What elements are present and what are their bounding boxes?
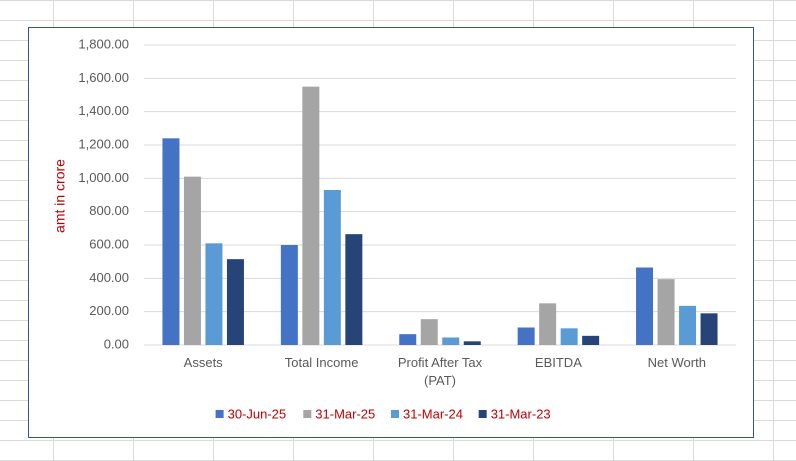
y-tick-label: 400.00 — [89, 270, 129, 285]
bar — [302, 86, 320, 345]
x-tick-label: Total Income — [284, 355, 359, 370]
bar — [679, 305, 697, 345]
x-tick-label: Profit After Tax (PAT) — [397, 355, 483, 388]
legend-swatch — [478, 410, 487, 418]
bar — [517, 327, 535, 345]
bar — [657, 279, 675, 345]
legend-label: 31-Mar-24 — [403, 406, 463, 421]
legend-label: 30-Jun-25 — [228, 406, 287, 421]
legend-swatch — [215, 410, 224, 418]
bar — [700, 313, 718, 345]
y-axis-title: amt in crore — [52, 159, 68, 233]
bar — [345, 234, 363, 345]
y-tick-label: 1,800.00 — [78, 36, 129, 51]
x-tick-label: Net Worth — [647, 355, 706, 370]
legend-label: 31-Mar-25 — [315, 406, 375, 421]
bar — [226, 259, 244, 345]
legend-swatch — [391, 410, 399, 418]
y-tick-label: 1,200.00 — [78, 136, 129, 151]
y-tick-label: 1,600.00 — [78, 70, 129, 85]
bar — [539, 303, 557, 345]
y-tick-label: 1,400.00 — [78, 103, 129, 118]
bar — [323, 190, 341, 345]
legend-label: 31-Mar-23 — [491, 406, 551, 421]
y-tick-label: 800.00 — [89, 203, 129, 218]
bar — [183, 176, 201, 345]
y-tick-label: 600.00 — [89, 236, 129, 251]
bar — [162, 138, 180, 345]
bar — [399, 334, 417, 345]
bar — [636, 267, 654, 345]
y-tick-label: 200.00 — [89, 303, 129, 318]
bar — [420, 319, 438, 345]
y-tick-label: 0.00 — [104, 336, 129, 351]
legend-swatch — [303, 410, 312, 418]
bar — [582, 335, 600, 345]
bar — [442, 337, 460, 345]
x-tick-label: Assets — [183, 355, 223, 370]
bar — [205, 243, 223, 345]
bar — [280, 245, 298, 345]
bar — [463, 341, 481, 345]
chart-area: amt in crore 0.00 200.00 400.00 600.00 800.0… — [28, 27, 754, 438]
chart: amt in crore 0.00 200.00 400.00 600.00 800.0… — [52, 36, 736, 421]
bar — [560, 328, 578, 345]
x-tick-label: EBITDA — [534, 355, 582, 370]
y-tick-label: 1,000.00 — [78, 170, 129, 185]
